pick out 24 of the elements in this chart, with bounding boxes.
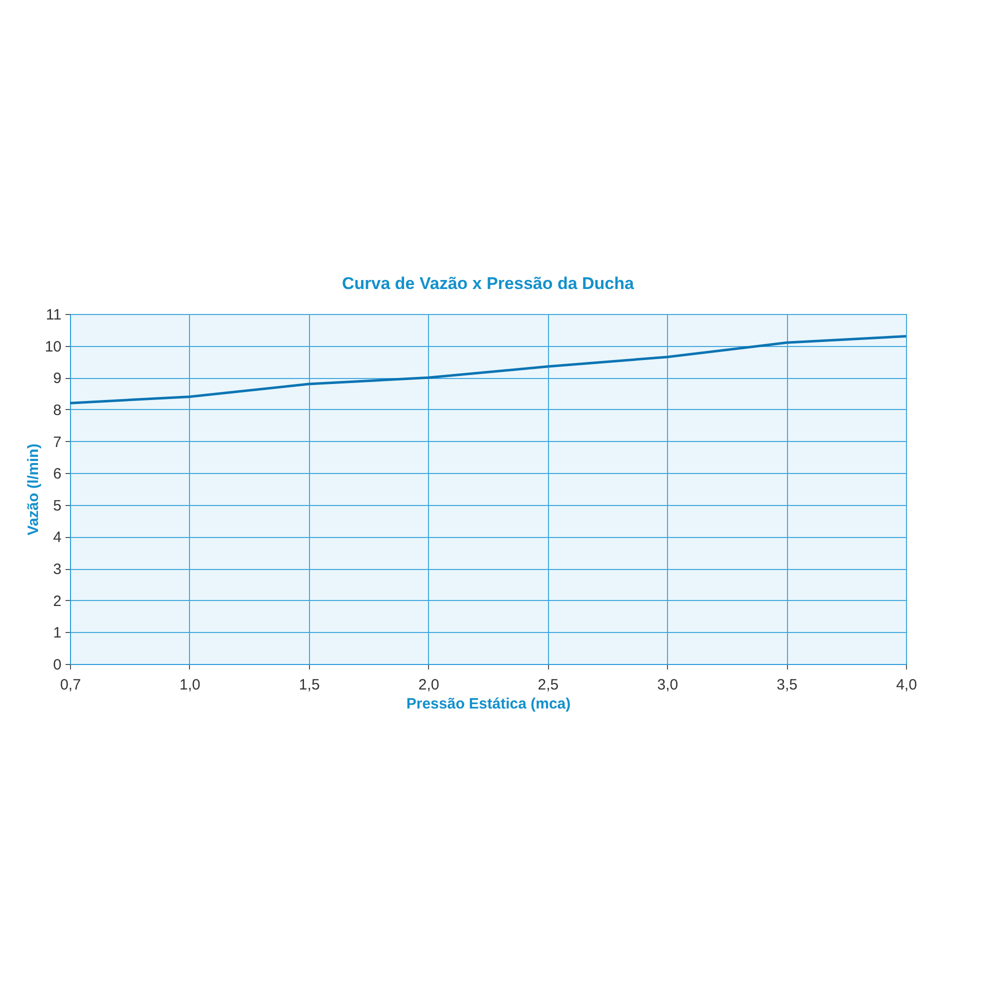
y-tick-label: 8 — [53, 402, 62, 419]
y-axis-title: Vazão (l/min) — [24, 444, 42, 536]
x-axis-title: Pressão Estática (mca) — [406, 696, 571, 712]
x-tick-label: 3,0 — [657, 676, 678, 694]
x-tick-label: 2,5 — [538, 676, 559, 694]
y-tick-label: 2 — [53, 592, 62, 610]
x-tick-label: 1,0 — [180, 676, 200, 694]
y-tick-label: 11 — [46, 306, 62, 324]
x-tick-label: 1,5 — [298, 676, 320, 694]
y-tick-label: 1 — [53, 624, 62, 642]
y-tick-label: 9 — [53, 370, 62, 388]
y-tick-label: 10 — [44, 338, 62, 356]
y-tick-label: 7 — [53, 434, 62, 451]
y-tick-label: 0 — [53, 656, 62, 674]
y-tick-label: 5 — [53, 497, 62, 514]
x-tick-label: 0,7 — [60, 676, 81, 694]
y-tick-label: 4 — [53, 529, 62, 546]
y-tick-label: 6 — [53, 466, 62, 483]
chart-title: Curva de Vazão x Pressão da Ducha — [342, 274, 635, 293]
x-tick-label: 3,5 — [776, 676, 798, 694]
y-tick-label: 3 — [53, 561, 62, 578]
x-tick-label: 2,0 — [418, 676, 440, 694]
x-tick-label: 4,0 — [896, 676, 917, 694]
line-series — [68, 335, 908, 404]
